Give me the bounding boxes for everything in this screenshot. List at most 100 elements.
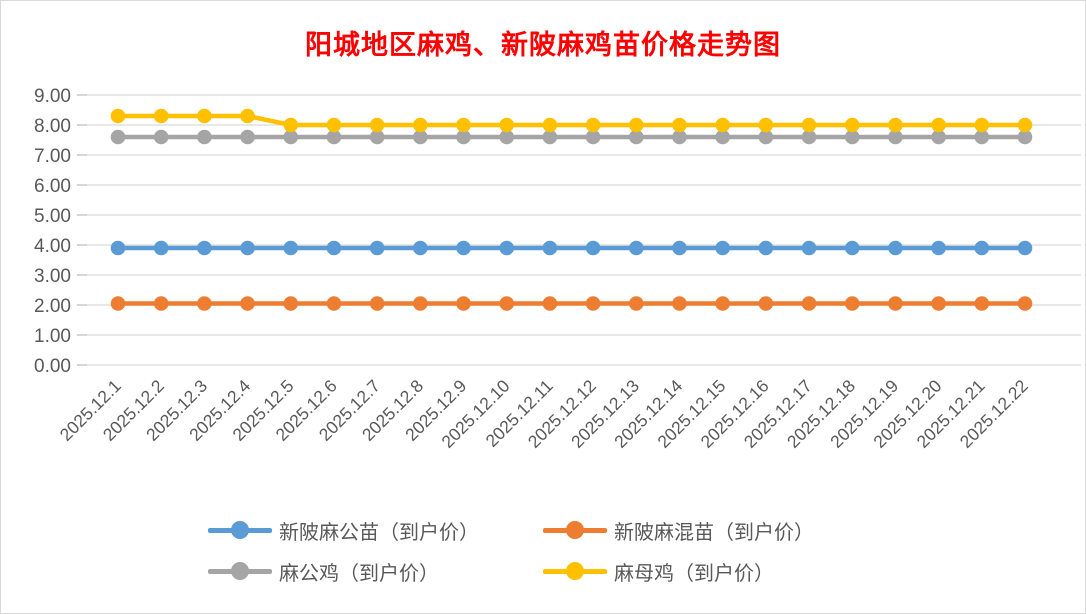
data-point-marker (456, 296, 471, 311)
series-3 (110, 108, 1033, 133)
data-point-marker (153, 296, 169, 311)
data-point-marker (672, 296, 687, 311)
data-point-marker (413, 117, 428, 133)
data-point-marker (715, 240, 730, 256)
data-point-marker (240, 129, 255, 145)
data-point-marker (672, 240, 687, 256)
data-point-marker (715, 117, 730, 133)
data-point-marker (240, 240, 255, 256)
chart-legend: 新陂麻公苗（到户价） 新陂麻混苗（到户价） 麻公鸡（到户价） 麻母鸡（到户价） (1, 515, 1085, 586)
data-point-marker (499, 117, 515, 133)
legend-dot-icon (566, 562, 584, 580)
legend-item-newpo-male-chick: 新陂麻公苗（到户价） (208, 515, 543, 545)
data-point-marker (888, 117, 903, 133)
y-axis-label: 3.00 (34, 266, 71, 287)
data-point-marker (542, 296, 558, 311)
data-point-marker (499, 240, 515, 256)
series-0 (110, 240, 1033, 256)
legend-dot-icon (231, 562, 249, 580)
data-point-marker (197, 240, 212, 256)
legend-item-male-chicken: 麻公鸡（到户价） (208, 556, 543, 586)
data-point-marker (110, 129, 126, 145)
data-point-marker (888, 240, 903, 256)
data-point-marker (758, 296, 774, 311)
data-point-marker (585, 129, 601, 145)
legend-dot-icon (231, 521, 249, 539)
data-point-marker (888, 296, 903, 311)
y-axis-label: 4.00 (34, 236, 71, 257)
data-point-marker (197, 129, 212, 145)
data-point-marker (240, 296, 255, 311)
data-point-marker (542, 117, 558, 133)
legend-line-marker-icon (208, 562, 272, 580)
series-2 (110, 129, 1033, 145)
x-axis-labels: 2025.12.12025.12.22025.12.32025.12.42025… (56, 376, 1032, 452)
data-point-marker (326, 296, 342, 311)
series-line (115, 113, 1028, 128)
data-point-marker (628, 117, 644, 133)
data-point-marker (758, 129, 774, 145)
legend-label: 麻母鸡（到户价） (614, 562, 774, 585)
data-point-marker (672, 129, 687, 145)
data-point-marker (197, 296, 212, 311)
data-point-marker (1017, 240, 1033, 256)
plot-area: 0.00 1.00 2.00 3.00 4.00 5.00 6.00 7.00 8.00 9.00… (34, 86, 1081, 452)
y-axis-label: 1.00 (34, 326, 71, 347)
data-point-marker (283, 240, 299, 256)
data-point-marker (931, 240, 946, 256)
data-point-marker (974, 129, 990, 145)
data-point-marker (153, 108, 169, 124)
legend-line-marker-icon (208, 521, 272, 539)
y-axis-label: 9.00 (34, 86, 71, 107)
chart-title: 阳城地区麻鸡、新陂麻鸡苗价格走势图 (305, 30, 781, 60)
data-point-marker (153, 240, 169, 256)
y-axis-labels: 0.00 1.00 2.00 3.00 4.00 5.00 6.00 7.00 8.00 9.00 (34, 86, 71, 377)
data-point-marker (1017, 129, 1033, 145)
data-point-marker (153, 129, 169, 145)
y-axis-label: 7.00 (34, 146, 71, 167)
data-point-marker (758, 117, 774, 133)
data-point-marker (413, 129, 428, 145)
data-point-marker (283, 129, 299, 145)
data-point-marker (369, 240, 385, 256)
data-point-marker (801, 240, 817, 256)
data-point-marker (888, 129, 903, 145)
data-point-marker (1017, 117, 1033, 133)
data-point-marker (499, 129, 515, 145)
data-point-marker (672, 117, 687, 133)
data-point-marker (844, 117, 860, 133)
data-point-marker (542, 240, 558, 256)
legend-line-marker-icon (543, 521, 607, 539)
legend-label: 麻公鸡（到户价） (279, 562, 439, 585)
series-1 (110, 296, 1033, 311)
data-point-marker (974, 117, 990, 133)
data-point-marker (110, 240, 126, 256)
data-point-marker (110, 108, 126, 124)
data-point-marker (499, 296, 515, 311)
y-axis-ticks (77, 94, 87, 366)
legend-label: 新陂麻混苗（到户价） (614, 521, 814, 544)
data-point-marker (715, 296, 730, 311)
data-point-marker (326, 240, 342, 256)
data-point-marker (585, 296, 601, 311)
data-point-marker (197, 108, 212, 124)
data-point-marker (931, 296, 946, 311)
data-point-marker (844, 129, 860, 145)
y-axis-label: 5.00 (34, 206, 71, 227)
y-axis-label: 2.00 (34, 296, 71, 317)
data-point-marker (456, 117, 471, 133)
data-point-marker (413, 296, 428, 311)
data-point-marker (240, 108, 255, 124)
data-point-marker (628, 296, 644, 311)
data-point-marker (369, 117, 385, 133)
data-point-marker (801, 129, 817, 145)
data-point-marker (844, 240, 860, 256)
data-point-marker (283, 296, 299, 311)
y-axis-label: 6.00 (34, 176, 71, 197)
data-point-marker (369, 129, 385, 145)
data-point-marker (628, 129, 644, 145)
data-point-marker (801, 117, 817, 133)
data-point-marker (628, 240, 644, 256)
legend-dot-icon (566, 521, 584, 539)
